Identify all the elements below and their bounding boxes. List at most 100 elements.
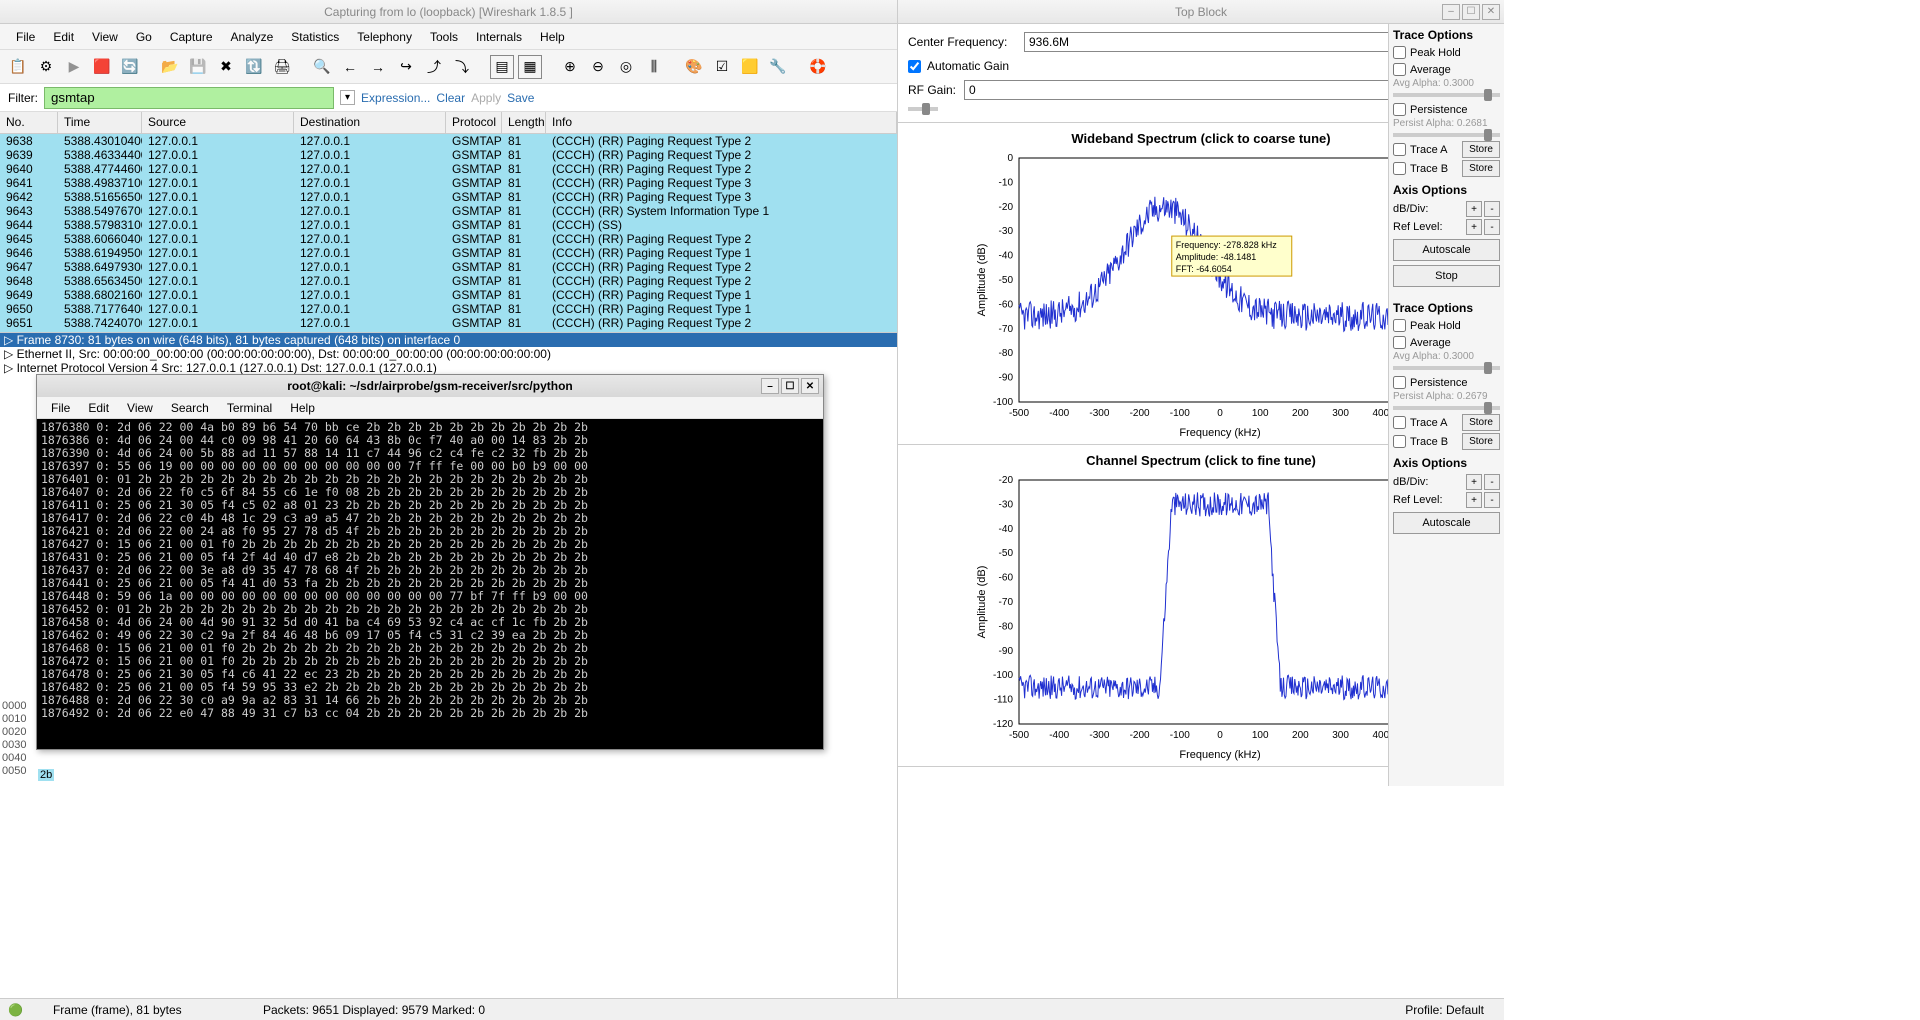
term-min-icon[interactable]: –	[761, 378, 779, 394]
open-icon[interactable]: 📂	[158, 55, 182, 79]
col-len[interactable]: Length	[502, 112, 546, 133]
autoscale-button[interactable]: Autoscale	[1393, 512, 1500, 534]
term-menu-file[interactable]: File	[43, 399, 78, 417]
table-row[interactable]: 96505388.71776400127.0.0.1127.0.0.1GSMTA…	[0, 302, 897, 316]
menu-analyze[interactable]: Analyze	[223, 26, 282, 48]
trace-a-checkbox[interactable]	[1393, 416, 1406, 429]
store-a-button[interactable]: Store	[1462, 141, 1500, 158]
zoom-in-icon[interactable]: ⊕	[558, 55, 582, 79]
dbdiv-up-button[interactable]: +	[1466, 201, 1482, 217]
filter-input[interactable]	[44, 87, 334, 109]
trace-a-checkbox[interactable]	[1393, 143, 1406, 156]
store-b-button[interactable]: Store	[1462, 160, 1500, 177]
peak-hold-checkbox[interactable]	[1393, 319, 1406, 332]
peak-hold-checkbox[interactable]	[1393, 46, 1406, 59]
zoom-out-icon[interactable]: ⊖	[586, 55, 610, 79]
menu-help[interactable]: Help	[532, 26, 573, 48]
table-row[interactable]: 96445388.57983100127.0.0.1127.0.0.1GSMTA…	[0, 218, 897, 232]
term-close-icon[interactable]: ✕	[801, 378, 819, 394]
table-row[interactable]: 96455388.60660400127.0.0.1127.0.0.1GSMTA…	[0, 232, 897, 246]
persistence-checkbox[interactable]	[1393, 103, 1406, 116]
minimize-icon[interactable]: –	[1442, 4, 1460, 20]
menu-internals[interactable]: Internals	[468, 26, 530, 48]
avg-alpha-slider[interactable]	[1393, 366, 1500, 370]
stop-button[interactable]: Stop	[1393, 265, 1500, 287]
menu-statistics[interactable]: Statistics	[283, 26, 347, 48]
store-a-button[interactable]: Store	[1462, 414, 1500, 431]
dbdiv-down-button[interactable]: -	[1484, 474, 1500, 490]
zoom-reset-icon[interactable]: ◎	[614, 55, 638, 79]
reload-icon[interactable]: 🔃	[242, 55, 266, 79]
filter-dropdown-icon[interactable]: ▾	[340, 90, 355, 105]
forward-icon[interactable]: →	[366, 55, 390, 79]
term-menu-help[interactable]: Help	[282, 399, 323, 417]
term-max-icon[interactable]: ☐	[781, 378, 799, 394]
dbdiv-down-button[interactable]: -	[1484, 201, 1500, 217]
reflvl-down-button[interactable]: -	[1484, 219, 1500, 235]
maximize-icon[interactable]: ☐	[1462, 4, 1480, 20]
table-row[interactable]: 96395388.46334400127.0.0.1127.0.0.1GSMTA…	[0, 148, 897, 162]
reflvl-up-button[interactable]: +	[1466, 492, 1482, 508]
reflvl-down-button[interactable]: -	[1484, 492, 1500, 508]
clear-link[interactable]: Clear	[436, 91, 465, 105]
col-dst[interactable]: Destination	[294, 112, 446, 133]
autoscroll-icon[interactable]: ▦	[518, 55, 542, 79]
packet-details[interactable]: ▷ Frame 8730: 81 bytes on wire (648 bits…	[0, 332, 897, 374]
term-menu-view[interactable]: View	[119, 399, 161, 417]
table-row[interactable]: 96435388.54976700127.0.0.1127.0.0.1GSMTA…	[0, 204, 897, 218]
capture-filters-icon[interactable]: 🎨	[682, 55, 706, 79]
expression-link[interactable]: Expression...	[361, 91, 430, 105]
table-row[interactable]: 96465388.61949500127.0.0.1127.0.0.1GSMTA…	[0, 246, 897, 260]
auto-gain-checkbox[interactable]	[908, 60, 921, 73]
store-b-button[interactable]: Store	[1462, 433, 1500, 450]
table-row[interactable]: 96415388.49837100127.0.0.1127.0.0.1GSMTA…	[0, 176, 897, 190]
col-time[interactable]: Time	[58, 112, 142, 133]
trace-b-checkbox[interactable]	[1393, 162, 1406, 175]
terminal-output[interactable]: 1876380 0: 2d 06 22 00 4a b0 89 b6 54 70…	[37, 419, 823, 749]
save-icon[interactable]: 💾	[186, 55, 210, 79]
average-checkbox[interactable]	[1393, 63, 1406, 76]
coloring-rules-icon[interactable]: 🟨	[738, 55, 762, 79]
display-filters-icon[interactable]: ☑	[710, 55, 734, 79]
apply-link[interactable]: Apply	[471, 91, 501, 105]
dbdiv-up-button[interactable]: +	[1466, 474, 1482, 490]
menu-edit[interactable]: Edit	[45, 26, 82, 48]
stop-icon[interactable]: 🟥	[90, 55, 114, 79]
persistence-checkbox[interactable]	[1393, 376, 1406, 389]
table-row[interactable]: 96475388.64979300127.0.0.1127.0.0.1GSMTA…	[0, 260, 897, 274]
term-menu-edit[interactable]: Edit	[80, 399, 117, 417]
col-src[interactable]: Source	[142, 112, 294, 133]
trace-b-checkbox[interactable]	[1393, 435, 1406, 448]
colorize-icon[interactable]: ▤	[490, 55, 514, 79]
persist-alpha-slider[interactable]	[1393, 406, 1500, 410]
interfaces-icon[interactable]: 📋	[6, 55, 30, 79]
col-info[interactable]: Info	[546, 112, 897, 133]
restart-icon[interactable]: 🔄	[118, 55, 142, 79]
term-menu-terminal[interactable]: Terminal	[219, 399, 280, 417]
avg-alpha-slider[interactable]	[1393, 93, 1500, 97]
table-row[interactable]: 96485388.65634500127.0.0.1127.0.0.1GSMTA…	[0, 274, 897, 288]
find-icon[interactable]: 🔍	[310, 55, 334, 79]
save-link[interactable]: Save	[507, 91, 534, 105]
table-row[interactable]: 96495388.68021600127.0.0.1127.0.0.1GSMTA…	[0, 288, 897, 302]
terminal-titlebar[interactable]: root@kali: ~/sdr/airprobe/gsm-receiver/s…	[37, 375, 823, 397]
menu-view[interactable]: View	[84, 26, 126, 48]
start-icon[interactable]: ▶	[62, 55, 86, 79]
col-no[interactable]: No.	[0, 112, 58, 133]
average-checkbox[interactable]	[1393, 336, 1406, 349]
table-row[interactable]: 96405388.47744600127.0.0.1127.0.0.1GSMTA…	[0, 162, 897, 176]
table-row[interactable]: 96425388.51656500127.0.0.1127.0.0.1GSMTA…	[0, 190, 897, 204]
table-row[interactable]: 96515388.74240700127.0.0.1127.0.0.1GSMTA…	[0, 316, 897, 330]
term-menu-search[interactable]: Search	[163, 399, 217, 417]
help-icon[interactable]: 🛟	[806, 55, 830, 79]
packet-list[interactable]: 96385388.43010400127.0.0.1127.0.0.1GSMTA…	[0, 134, 897, 332]
table-row[interactable]: 96385388.43010400127.0.0.1127.0.0.1GSMTA…	[0, 134, 897, 148]
rf-gain-slider[interactable]	[908, 107, 938, 111]
goto-bottom-icon[interactable]: ⤵	[450, 55, 474, 79]
autoscale-button[interactable]: Autoscale	[1393, 239, 1500, 261]
reflvl-up-button[interactable]: +	[1466, 219, 1482, 235]
col-proto[interactable]: Protocol	[446, 112, 502, 133]
wideband-chart[interactable]: -500-400-300-200-1000100200300400500-100…	[971, 150, 1431, 440]
menu-tools[interactable]: Tools	[422, 26, 466, 48]
options-icon[interactable]: ⚙	[34, 55, 58, 79]
